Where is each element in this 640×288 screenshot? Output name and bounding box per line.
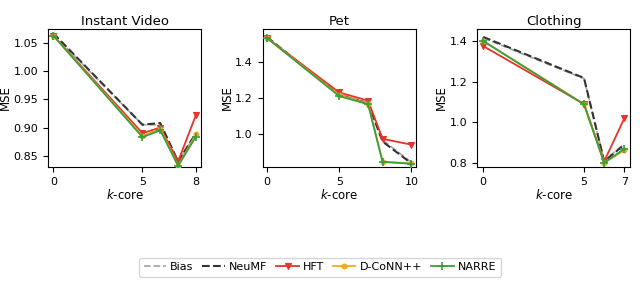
Y-axis label: MSE: MSE [435,86,448,110]
Y-axis label: MSE: MSE [221,86,234,110]
X-axis label: $k$-core: $k$-core [534,188,573,202]
Title: Instant Video: Instant Video [81,15,168,28]
Legend: Bias, NeuMF, HFT, D-CoNN++, NARRE: Bias, NeuMF, HFT, D-CoNN++, NARRE [139,258,501,277]
Title: Clothing: Clothing [526,15,582,28]
Title: Pet: Pet [329,15,349,28]
Y-axis label: MSE: MSE [0,86,12,110]
X-axis label: $k$-core: $k$-core [106,188,144,202]
X-axis label: $k$-core: $k$-core [320,188,358,202]
